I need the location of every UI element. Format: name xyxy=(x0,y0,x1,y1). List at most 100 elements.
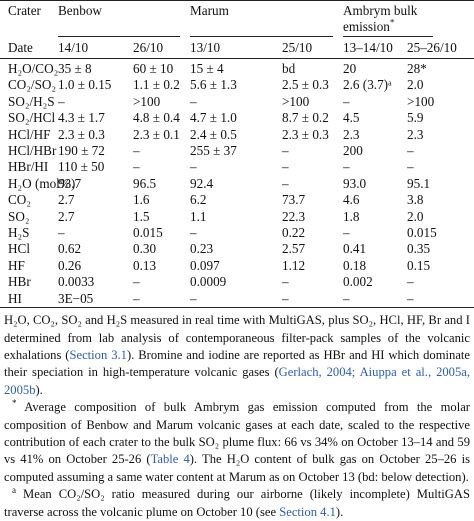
row-label: H₂O (mol%) xyxy=(8,175,76,191)
cell: 15 ± 4 xyxy=(190,61,224,76)
row-label: SO₂ xyxy=(8,208,30,224)
cell: 73.7 xyxy=(282,192,306,208)
data-row: HI 3E−05 – – – – – xyxy=(0,291,474,308)
footnote-marker: * xyxy=(389,17,395,28)
header-group-cell: Crater xyxy=(0,1,58,39)
cell: >100 xyxy=(407,93,435,109)
cell: 2.0 xyxy=(407,77,424,93)
cell: – xyxy=(190,225,197,241)
row-label: HF xyxy=(8,257,25,273)
cell: 2.3 ± 0.1 xyxy=(133,126,180,142)
cell: 5.9 xyxy=(407,110,424,126)
cell: 2.0 xyxy=(407,208,424,224)
cell: 0.0009 xyxy=(190,274,227,290)
row-label: HBr xyxy=(8,274,31,290)
cell: >100 xyxy=(133,93,161,109)
cell: 0.13 xyxy=(133,257,157,273)
reference-link[interactable]: Table 4 xyxy=(150,452,190,467)
cell: – xyxy=(407,143,414,159)
row-label: SO₂/HCl xyxy=(8,110,56,126)
cell: 0.35 xyxy=(407,241,431,257)
header-group: Crater xyxy=(8,3,48,36)
cell: – xyxy=(282,143,289,159)
date-row: Date 14/10 26/10 13/10 25/10 13–14/10 25–26/10 xyxy=(0,38,474,59)
cell: 0.62 xyxy=(58,241,82,257)
cell: 6.2 xyxy=(190,192,207,208)
data-row: HCl/HBr 190 ± 72 – 255 ± 37 – 200 – xyxy=(0,143,474,159)
header-group-cell: Benbow xyxy=(58,1,190,39)
header-group-row: Crater Benbow Marum Ambrym bulk emission* xyxy=(0,1,474,39)
header-group: Marum xyxy=(190,3,334,37)
cell: – xyxy=(343,225,350,241)
cell: 2.3 xyxy=(343,126,360,142)
cell: – xyxy=(343,93,350,109)
data-row: SO₂/H₂S – >100– >100– >100 xyxy=(0,94,474,110)
cell: 4.6 xyxy=(343,192,360,208)
cell: 0.015 xyxy=(133,225,163,241)
cell: 255 ± 37 xyxy=(190,143,237,159)
column-header: 13/10 xyxy=(190,38,282,59)
reference-link[interactable]: Gerlach, 2004; Aiuppa et al., 2005a, 200… xyxy=(4,365,470,397)
footnote-text: ). xyxy=(335,504,344,519)
cell: 1.12 xyxy=(282,257,306,273)
cell: 1.1 ± 0.2 xyxy=(133,77,180,93)
cell: 93.7 xyxy=(58,175,82,191)
cell: 0.15 xyxy=(407,257,431,273)
cell: 2.5 ± 0.3 xyxy=(282,77,329,93)
row-label: HCl xyxy=(8,241,30,257)
cell: 8.7 ± 0.2 xyxy=(282,110,329,126)
cell: 3.8 xyxy=(407,192,424,208)
cell: 0.41 xyxy=(343,241,367,257)
row-label: H₂O/CO₂ xyxy=(8,61,59,76)
cell: 190 ± 72 xyxy=(58,143,105,159)
header-group-label: Ambrym bulk emission xyxy=(343,3,418,34)
cell: 2.7 xyxy=(58,192,75,208)
column-header: 14/10 xyxy=(58,38,133,59)
cell: 95.1 xyxy=(407,175,431,191)
cell: – xyxy=(58,93,65,109)
data-row: CO₂/SO₂ 1.0 ± 0.15 1.1 ± 0.2 5.6 ± 1.3 2.5 ±… xyxy=(0,77,474,93)
cell: 22.3 xyxy=(282,208,306,224)
header-group-label: Crater xyxy=(8,3,41,18)
reference-link[interactable]: Section 3.1 xyxy=(69,347,127,362)
cell: 0.0033 xyxy=(58,274,95,290)
column-header: 13–14/10 xyxy=(343,38,408,59)
cell: 0.002 xyxy=(343,274,373,290)
data-row: HF 0.26 0.13 0.097 1.12 0.18 0.15 xyxy=(0,258,474,274)
column-header: 26/10 xyxy=(133,38,190,59)
footnote: H₂O, CO₂, SO₂ and H₂S measured in real t… xyxy=(4,312,470,399)
data-row: H₂O/CO₂ 35 ± 8 60 ± 10 15 ± 4 bd 20 28* xyxy=(0,59,474,78)
cell: 2.3 ± 0.3 xyxy=(58,126,105,142)
cell: – xyxy=(282,175,289,191)
cell: 0.015 xyxy=(407,225,437,241)
cell: 2.7 xyxy=(58,208,75,224)
data-row: H₂S – 0.015 – 0.22 – 0.015 xyxy=(0,225,474,241)
row-label: CO₂ xyxy=(8,192,31,208)
cell: 4.5 xyxy=(343,110,360,126)
footnote-text: Mean CO₂/SO₂ ratio measured during our a… xyxy=(4,487,470,519)
cell: >100 xyxy=(282,93,310,109)
header-group-cell: Marum xyxy=(190,1,343,39)
cell: – xyxy=(407,274,414,290)
cell: 93.0 xyxy=(343,175,367,191)
cell: – xyxy=(343,290,350,306)
cell: 1.0 ± 0.15 xyxy=(58,77,112,93)
cell: 1.6 xyxy=(133,192,150,208)
cell: – xyxy=(133,143,140,159)
row-label: SO₂/H₂S xyxy=(8,93,55,109)
footnote: * Average composition of bulk Ambrym gas… xyxy=(4,398,470,486)
cell: – xyxy=(190,93,197,109)
data-row: SO₂/HCl 4.3 ± 1.7 4.8 ± 0.4 4.7 ± 1.0 8.7 ± … xyxy=(0,110,474,126)
header-group-label: Marum xyxy=(190,3,229,18)
cell: 1.8 xyxy=(343,208,360,224)
cell: – xyxy=(190,159,197,175)
footnotes: H₂O, CO₂, SO₂ and H₂S measured in real t… xyxy=(0,308,474,521)
cell: 4.7 ± 1.0 xyxy=(190,110,237,126)
reference-link[interactable]: Section 4.1 xyxy=(279,504,336,519)
data-row: HBr/HI 110 ± 50 – – – – – xyxy=(0,159,474,175)
cell: – xyxy=(133,159,140,175)
cell: 60 ± 10 xyxy=(133,61,174,76)
cell: – xyxy=(282,274,289,290)
column-header: Date xyxy=(0,38,58,59)
